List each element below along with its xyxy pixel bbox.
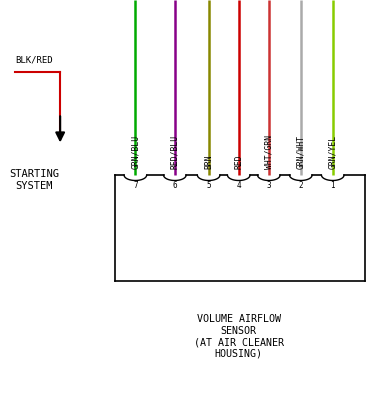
Text: 4: 4: [237, 181, 241, 190]
Text: WHT/GRN: WHT/GRN: [264, 135, 273, 169]
Text: GRN/WHT: GRN/WHT: [296, 135, 305, 169]
Text: GRN/BLU: GRN/BLU: [131, 135, 140, 169]
Text: GRN/YEL: GRN/YEL: [328, 135, 337, 169]
Text: STARTING
SYSTEM: STARTING SYSTEM: [9, 169, 59, 191]
Text: 5: 5: [206, 181, 211, 190]
Text: 7: 7: [133, 181, 138, 190]
Text: 2: 2: [299, 181, 303, 190]
Text: RED/BLU: RED/BLU: [170, 135, 179, 169]
Text: 3: 3: [267, 181, 271, 190]
Text: BLK/RED: BLK/RED: [15, 55, 53, 64]
Text: VOLUME AIRFLOW
SENSOR
(AT AIR CLEANER
HOUSING): VOLUME AIRFLOW SENSOR (AT AIR CLEANER HO…: [194, 314, 284, 359]
Text: 1: 1: [331, 181, 335, 190]
Text: BRN: BRN: [204, 154, 213, 169]
Text: 6: 6: [173, 181, 177, 190]
Text: RED: RED: [234, 154, 243, 169]
